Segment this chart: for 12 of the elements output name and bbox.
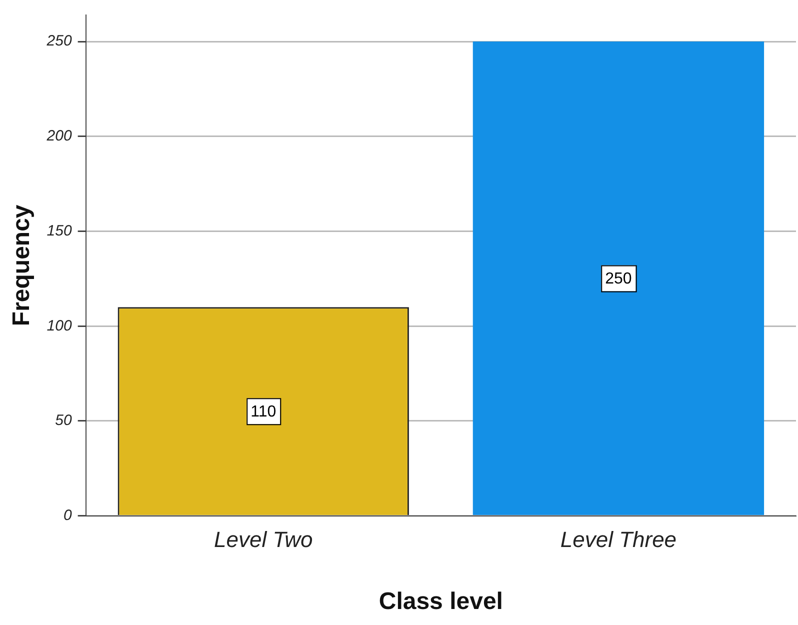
y-tick-label: 250 [46,32,72,50]
data-label: 110 [250,404,276,420]
x-axis-title: Class level [378,588,503,616]
y-tick-label: 150 [46,222,72,240]
y-tick-label: 50 [55,412,72,430]
x-tick-label: Level Three [560,527,677,552]
x-tick-label: Level Two [214,527,313,552]
y-axis-title: Frequency [8,204,36,326]
y-tick-label: 100 [46,317,72,334]
data-label: 250 [605,270,632,288]
y-tick-label: 0 [63,506,72,524]
y-tick-label: 200 [46,128,72,145]
